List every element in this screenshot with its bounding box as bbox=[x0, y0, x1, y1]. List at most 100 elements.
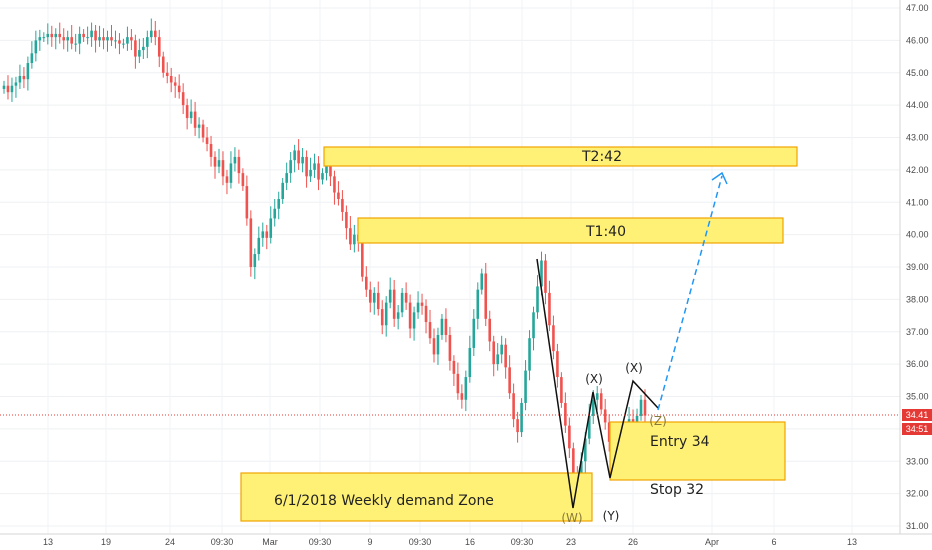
candle bbox=[564, 392, 567, 433]
candle bbox=[249, 210, 253, 277]
candle bbox=[504, 338, 507, 379]
wave-label-x1: (X) bbox=[585, 372, 603, 386]
candle bbox=[285, 162, 288, 191]
y-tick-label: 33.00 bbox=[906, 456, 929, 466]
candle bbox=[476, 282, 480, 330]
projection-line bbox=[657, 175, 723, 411]
demand-zone[interactable] bbox=[240, 472, 593, 522]
wave-label-w: (W) bbox=[561, 511, 582, 525]
candle bbox=[560, 372, 563, 408]
candle bbox=[102, 28, 105, 50]
candle bbox=[273, 199, 277, 227]
t2-zone[interactable] bbox=[323, 146, 798, 167]
candle bbox=[78, 26, 81, 55]
y-tick-label: 47.00 bbox=[906, 3, 929, 13]
candle bbox=[229, 151, 233, 189]
candle bbox=[50, 25, 54, 47]
candle bbox=[404, 282, 408, 310]
candle bbox=[74, 33, 77, 52]
candle bbox=[603, 398, 607, 430]
candle bbox=[309, 157, 312, 183]
entry-stop-zone[interactable] bbox=[609, 421, 786, 481]
candle bbox=[130, 29, 133, 51]
x-tick-label: 13 bbox=[847, 537, 857, 547]
entry-label: Entry 34 bbox=[650, 434, 710, 450]
candle bbox=[14, 76, 18, 98]
y-tick-label: 32.00 bbox=[906, 489, 929, 499]
candle bbox=[432, 328, 436, 363]
candle bbox=[237, 149, 241, 184]
candle bbox=[436, 327, 440, 365]
candle bbox=[512, 383, 515, 428]
candle bbox=[372, 287, 376, 315]
y-tick-label: 41.00 bbox=[906, 197, 929, 207]
y-tick-label: 45.00 bbox=[906, 68, 929, 78]
candle bbox=[265, 224, 269, 250]
candle bbox=[333, 170, 336, 205]
x-tick-label: 26 bbox=[628, 537, 638, 547]
candle bbox=[440, 313, 444, 340]
grid bbox=[0, 0, 900, 534]
candle bbox=[408, 294, 412, 339]
candle bbox=[317, 156, 320, 191]
candle bbox=[94, 24, 97, 53]
candle bbox=[639, 394, 643, 421]
t1-zone[interactable] bbox=[357, 217, 784, 244]
candle bbox=[150, 18, 153, 43]
candle bbox=[106, 30, 109, 52]
candle bbox=[221, 151, 225, 186]
candle bbox=[301, 148, 304, 173]
candle bbox=[361, 236, 364, 282]
candle bbox=[122, 38, 125, 49]
candle bbox=[277, 191, 281, 220]
x-tick-label: Apr bbox=[705, 537, 719, 547]
time-axis[interactable]: 13 19 24 09:30 Mar 09:30 9 09:30 16 09:30 23 26 Apr 6… bbox=[43, 537, 857, 547]
candle bbox=[205, 126, 209, 152]
candle bbox=[201, 119, 205, 143]
candle bbox=[548, 280, 551, 331]
y-tick-label: 35.00 bbox=[906, 392, 929, 402]
candle bbox=[289, 152, 292, 183]
candle bbox=[22, 67, 26, 89]
x-tick-label: Mar bbox=[262, 537, 278, 547]
candle bbox=[460, 384, 464, 409]
x-tick-label: 19 bbox=[101, 537, 111, 547]
y-tick-label: 31.00 bbox=[906, 521, 929, 531]
demand-label: 6/1/2018 Weekly demand Zone bbox=[274, 493, 494, 509]
candle bbox=[496, 343, 499, 371]
candle bbox=[536, 275, 539, 319]
candle bbox=[524, 360, 527, 411]
last-price-badge bbox=[902, 409, 932, 421]
candle bbox=[532, 306, 535, 351]
candle bbox=[169, 67, 173, 93]
candle bbox=[90, 22, 93, 47]
candle bbox=[245, 175, 249, 226]
candle bbox=[233, 147, 237, 172]
y-tick-label: 36.00 bbox=[906, 359, 929, 369]
candle bbox=[365, 266, 368, 297]
candle bbox=[42, 32, 46, 42]
candle bbox=[424, 299, 428, 334]
wave-label-x2: (X) bbox=[625, 361, 643, 375]
candle bbox=[528, 330, 531, 381]
candle bbox=[452, 355, 456, 386]
candle bbox=[177, 74, 181, 99]
candle bbox=[225, 169, 229, 195]
candle bbox=[161, 51, 165, 78]
last-price-text: 34.41 bbox=[906, 410, 929, 420]
candle bbox=[146, 30, 149, 59]
x-tick-label: 09:30 bbox=[211, 537, 234, 547]
candle bbox=[209, 135, 213, 167]
candle bbox=[480, 268, 484, 295]
x-tick-label: 09:30 bbox=[309, 537, 332, 547]
candle bbox=[185, 98, 189, 130]
candle bbox=[380, 300, 384, 335]
y-tick-label: 37.00 bbox=[906, 327, 929, 337]
y-tick-label: 46.00 bbox=[906, 35, 929, 45]
candle bbox=[181, 83, 185, 115]
candle bbox=[492, 335, 496, 377]
price-axis[interactable]: 31.0032.0033.0034.0035.0036.0037.0038.00… bbox=[906, 3, 929, 531]
candle bbox=[142, 37, 145, 59]
candle bbox=[456, 362, 460, 400]
